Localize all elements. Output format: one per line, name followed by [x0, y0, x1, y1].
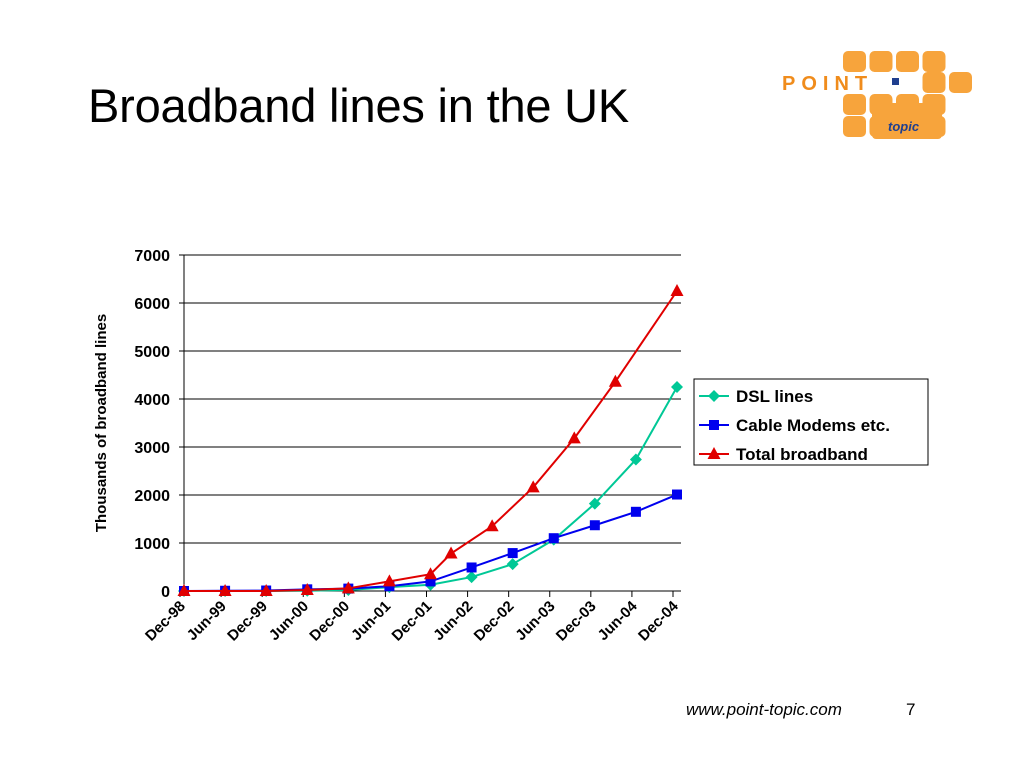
- x-tick-label: Dec-02: [471, 598, 518, 645]
- slide-title: Broadband lines in the UK: [88, 79, 630, 132]
- logo-square: [922, 51, 946, 72]
- x-tick-label: Dec-99: [224, 598, 271, 645]
- data-point: [608, 374, 622, 387]
- legend-marker: [709, 420, 719, 430]
- data-point: [424, 567, 437, 580]
- logo-square: [896, 51, 919, 72]
- data-point: [548, 533, 559, 544]
- y-tick-label: 2000: [134, 488, 170, 505]
- x-tick-label: Jun-99: [184, 598, 230, 644]
- y-tick-label: 3000: [134, 440, 170, 457]
- point-topic-logo: POINT topic: [782, 51, 972, 139]
- logo-square: [869, 51, 893, 72]
- data-point: [218, 584, 232, 596]
- data-point: [485, 519, 499, 532]
- footer-url: www.point-topic.com: [686, 700, 842, 719]
- logo-square: [922, 72, 946, 93]
- x-tick-label: Jun-02: [430, 598, 476, 644]
- data-point: [466, 562, 477, 573]
- logo-topic-text: topic: [888, 119, 920, 134]
- data-point: [588, 497, 601, 510]
- legend-label: Total broadband: [736, 445, 868, 464]
- series-dsl-lines: [178, 381, 683, 597]
- y-tick-label: 4000: [134, 392, 170, 409]
- data-point: [589, 520, 600, 531]
- y-tick-label: 1000: [134, 536, 170, 553]
- y-tick-label: 0: [161, 584, 170, 601]
- logo-square: [843, 94, 866, 115]
- series-total-broadband: [177, 284, 684, 596]
- data-point: [526, 480, 540, 493]
- data-point: [444, 546, 458, 559]
- series-line: [184, 386, 678, 592]
- logo-square: [843, 51, 866, 72]
- data-point: [425, 576, 436, 587]
- x-tick-label: Jun-04: [595, 597, 642, 644]
- data-point: [671, 381, 683, 393]
- legend-label: DSL lines: [736, 387, 813, 406]
- data-point: [259, 584, 273, 596]
- page-number: 7: [906, 700, 916, 719]
- legend-marker: [707, 447, 721, 459]
- legend: [693, 378, 929, 466]
- legend-marker: [708, 390, 720, 402]
- legend-label: Cable Modems etc.: [736, 416, 890, 435]
- logo-dot: [892, 78, 899, 85]
- y-tick-label: 7000: [134, 248, 170, 265]
- x-tick-label: Dec-98: [142, 598, 189, 645]
- x-tick-label: Jun-01: [348, 598, 394, 644]
- y-axis-label: Thousands of broadband lines: [93, 314, 110, 532]
- data-point: [300, 583, 314, 596]
- x-tick-label: Dec-04: [635, 597, 682, 644]
- data-point: [629, 453, 642, 466]
- data-point: [465, 571, 478, 584]
- data-point: [567, 431, 581, 444]
- data-point: [670, 284, 684, 296]
- data-point: [382, 574, 396, 587]
- logo-topic-block: [872, 103, 942, 139]
- data-point: [672, 489, 682, 500]
- x-tick-label: Jun-00: [266, 598, 312, 644]
- x-tick-label: Dec-03: [553, 598, 600, 645]
- data-point: [341, 581, 355, 594]
- x-tick-label: Dec-01: [389, 598, 436, 645]
- data-point: [630, 506, 641, 517]
- y-tick-label: 5000: [134, 344, 170, 361]
- logo-square: [843, 116, 866, 137]
- logo-square: [949, 72, 972, 93]
- y-tick-label: 6000: [134, 296, 170, 313]
- x-tick-label: Dec-00: [306, 598, 353, 645]
- logo-point-text: POINT: [782, 73, 873, 95]
- data-point: [507, 548, 518, 559]
- data-point: [506, 558, 519, 571]
- series-line: [184, 290, 678, 592]
- x-tick-label: Jun-03: [512, 598, 558, 644]
- data-point: [177, 584, 191, 596]
